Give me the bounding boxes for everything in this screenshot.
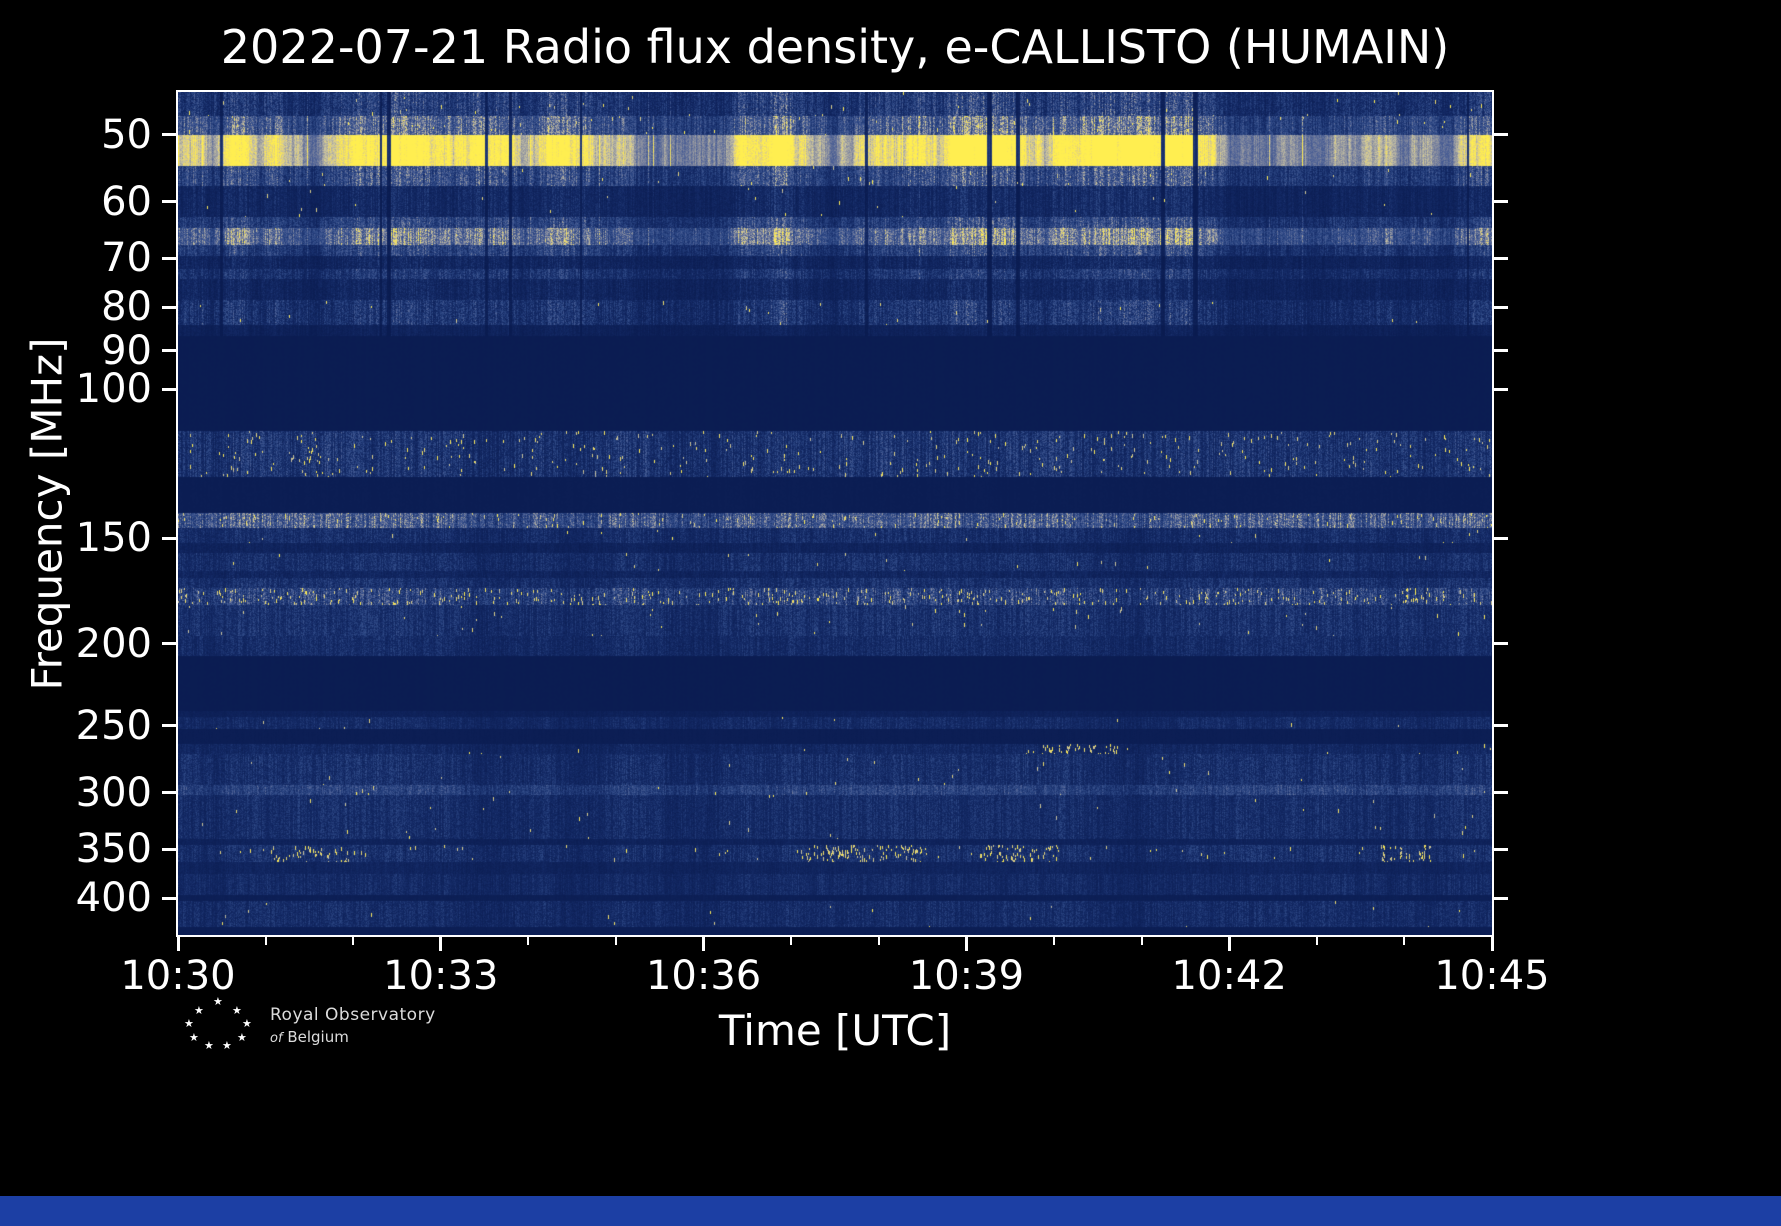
y-tick-label: 300 bbox=[75, 769, 152, 816]
y-tick-mark-right bbox=[1494, 200, 1508, 204]
y-tick-mark-right bbox=[1494, 724, 1508, 728]
x-tick-label: 10:39 bbox=[908, 953, 1025, 999]
x-minor-tick-mark bbox=[1315, 937, 1318, 945]
y-tick-label: 250 bbox=[75, 702, 152, 749]
x-minor-tick-mark bbox=[615, 937, 617, 945]
rob-logo-line2-belgium: Belgium bbox=[287, 1027, 349, 1046]
star-icon: ★ bbox=[184, 1017, 194, 1030]
y-tick-mark-left bbox=[162, 305, 176, 309]
y-tick-mark-right bbox=[1494, 896, 1508, 900]
x-minor-tick-mark bbox=[877, 937, 880, 945]
y-tick-mark-left bbox=[162, 642, 176, 646]
x-minor-tick-mark bbox=[352, 937, 355, 945]
y-tick-mark-left bbox=[162, 791, 176, 795]
bottom-bar bbox=[0, 1196, 1781, 1226]
x-tick-mark bbox=[964, 937, 968, 951]
y-tick-label: 80 bbox=[101, 284, 152, 331]
x-tick-mark bbox=[1227, 937, 1231, 951]
y-tick-label: 400 bbox=[75, 875, 152, 922]
star-icon: ★ bbox=[194, 1004, 204, 1017]
x-axis-label: Time [UTC] bbox=[718, 1006, 952, 1055]
x-tick-label: 10:42 bbox=[1171, 953, 1287, 999]
star-icon: ★ bbox=[213, 995, 223, 1008]
y-tick-mark-left bbox=[162, 847, 176, 851]
y-tick-mark-left bbox=[162, 724, 176, 728]
star-icon: ★ bbox=[237, 1031, 247, 1044]
x-tick-label: 10:30 bbox=[120, 953, 236, 999]
y-tick-mark-right bbox=[1494, 256, 1508, 260]
x-tick-label: 10:33 bbox=[383, 953, 499, 999]
y-tick-mark-left bbox=[162, 349, 176, 353]
y-tick-mark-left bbox=[162, 536, 176, 540]
y-tick-mark-right bbox=[1494, 305, 1508, 309]
x-tick-label: 10:45 bbox=[1434, 953, 1550, 999]
x-minor-tick-mark bbox=[1403, 937, 1406, 945]
y-tick-mark-left bbox=[162, 896, 176, 900]
y-tick-mark-right bbox=[1494, 536, 1508, 540]
x-minor-tick-mark bbox=[264, 937, 267, 945]
spectrogram-canvas bbox=[178, 92, 1492, 935]
x-tick-mark bbox=[702, 937, 706, 951]
star-icon: ★ bbox=[232, 1004, 242, 1017]
rob-logo-line1: Royal Observatory bbox=[270, 1004, 436, 1025]
x-minor-tick-mark bbox=[790, 937, 793, 945]
y-tick-mark-right bbox=[1494, 791, 1508, 795]
x-tick-mark bbox=[1490, 937, 1494, 951]
star-icon: ★ bbox=[189, 1031, 199, 1044]
y-tick-mark-left bbox=[162, 256, 176, 260]
y-tick-mark-left bbox=[162, 200, 176, 204]
x-minor-tick-mark bbox=[1140, 937, 1143, 945]
star-icon: ★ bbox=[204, 1039, 214, 1052]
star-icon: ★ bbox=[222, 1039, 232, 1052]
y-tick-mark-left bbox=[162, 387, 176, 391]
y-tick-mark-right bbox=[1494, 847, 1508, 851]
rob-logo-line2-of: of bbox=[270, 1030, 283, 1046]
chart-title: 2022-07-21 Radio flux density, e-CALLIST… bbox=[220, 20, 1450, 74]
rob-logo-text: Royal Observatory of Belgium bbox=[270, 1005, 436, 1046]
y-tick-label: 350 bbox=[75, 826, 152, 873]
plot-area bbox=[176, 90, 1494, 937]
x-tick-mark bbox=[439, 937, 443, 951]
x-tick-label: 10:36 bbox=[645, 953, 762, 999]
x-minor-tick-mark bbox=[1053, 937, 1055, 945]
y-tick-mark-left bbox=[162, 133, 176, 137]
star-icon: ★ bbox=[242, 1017, 252, 1030]
x-tick-mark bbox=[176, 937, 180, 951]
y-tick-label: 50 bbox=[101, 111, 152, 158]
rob-logo: ★ ★ ★ ★ ★ ★ ★ ★ ★ Royal Observatory of Belgium bbox=[182, 996, 436, 1054]
x-minor-tick-mark bbox=[527, 937, 530, 945]
y-tick-label: 60 bbox=[101, 178, 152, 225]
y-tick-mark-right bbox=[1494, 133, 1508, 137]
y-tick-mark-right bbox=[1494, 349, 1508, 353]
y-axis-label: Frequency [MHz] bbox=[22, 337, 72, 691]
rob-logo-stars: ★ ★ ★ ★ ★ ★ ★ ★ ★ bbox=[182, 996, 254, 1054]
y-tick-mark-right bbox=[1494, 387, 1508, 391]
y-tick-mark-right bbox=[1494, 642, 1508, 646]
rob-logo-line2: of Belgium bbox=[270, 1028, 436, 1046]
y-tick-label: 70 bbox=[101, 235, 152, 282]
